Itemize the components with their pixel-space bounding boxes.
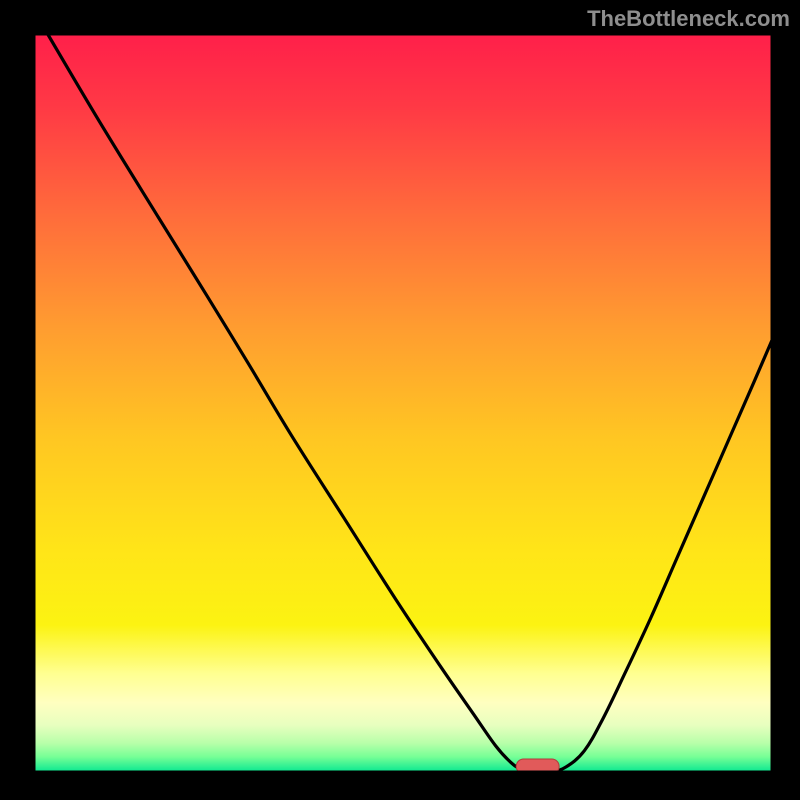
stage: TheBottleneck.com: [0, 0, 800, 800]
chart-svg: [0, 0, 800, 800]
plot-background: [33, 33, 773, 773]
watermark-text: TheBottleneck.com: [587, 6, 790, 32]
